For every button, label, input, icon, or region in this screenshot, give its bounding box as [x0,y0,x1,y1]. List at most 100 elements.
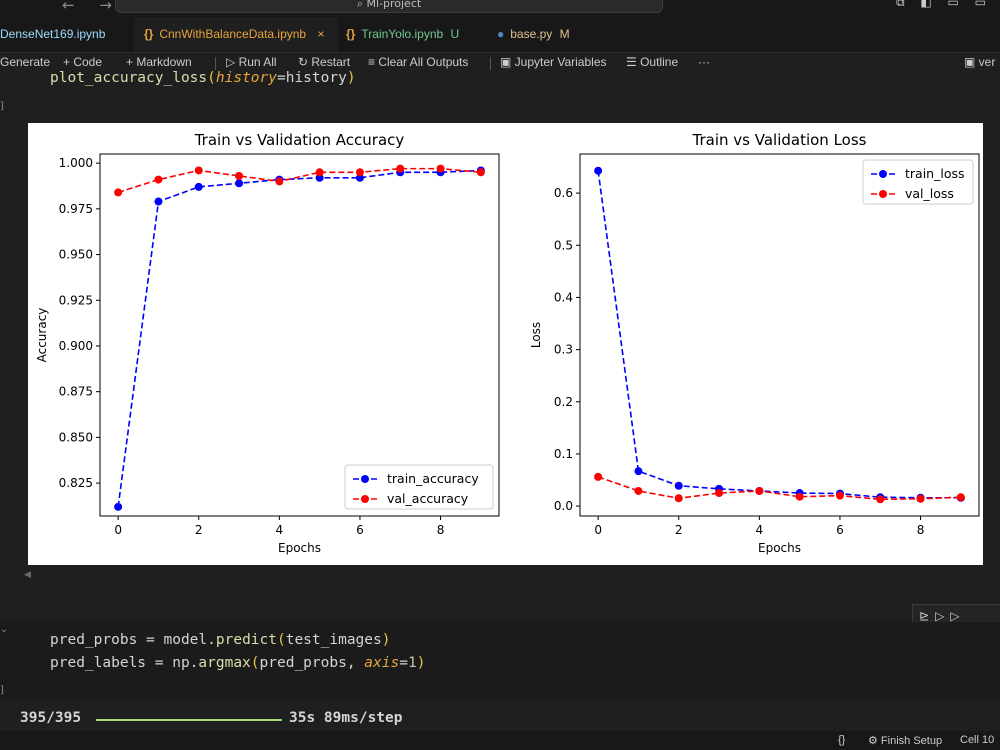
x-tick-label: 4 [756,523,764,537]
add-code-button[interactable]: + Code [63,55,103,69]
data-point-val_loss [876,495,885,504]
data-point-train_loss [594,166,603,175]
data-point-train_accuracy [154,197,163,206]
cell-gutter: ] [0,685,4,696]
editor-tabs: DenseNet169.ipynb {} CnnWithBalanceData.i… [0,17,1000,53]
chart-title: Train vs Validation Accuracy [194,131,405,149]
legend-marker [879,170,887,178]
add-markdown-button[interactable]: + Markdown [126,55,192,69]
legend-label: train_accuracy [387,471,479,486]
data-point-val_accuracy [436,164,445,173]
cell-indicator[interactable]: Cell 10 [960,734,995,746]
jupyter-variables-button[interactable]: ▣ Jupyter Variables [500,55,607,69]
collapse-icon[interactable]: ⌄ [0,624,9,635]
run-all-button[interactable]: ▷ Run All [226,55,277,69]
y-axis-label: Loss [529,322,543,348]
legend-box [344,464,494,510]
copilot-icon: ⚙ [868,735,881,747]
layout-icons[interactable]: ⧉ ◧ ▭ ▭ [895,0,992,9]
scroll-left-icon[interactable]: ◀ [24,570,31,580]
x-tick-label: 0 [114,523,122,537]
param-name: axis [364,655,400,671]
code-text: pred_labels = np. [50,655,199,671]
x-tick-label: 0 [594,523,602,537]
code-text: pred_probs = model. [50,632,216,648]
run-above-icon[interactable]: ⊵ [919,609,936,623]
axes-frame [579,153,980,517]
generate-button[interactable]: Generate [0,55,51,69]
data-point-train_accuracy [355,173,364,182]
data-point-val_loss [594,472,603,481]
code-cell[interactable]: ⌄ ] pred_probs = model.predict(test_imag… [0,622,1000,700]
notebook-icon: {} [346,27,356,41]
run-cell-icon[interactable]: ▷ [935,609,951,623]
code-line: pred_probs = model.predict(test_images) [50,632,390,648]
untracked-badge: U [450,27,460,41]
tab-trainyolo[interactable]: {} TrainYolo.ipynb U [346,17,476,52]
data-point-val_loss [755,486,764,495]
series-line-val_accuracy [117,167,481,194]
close-icon[interactable]: × [317,27,325,41]
y-tick-label: 0.1 [554,447,573,461]
y-tick-label: 0.900 [59,339,93,353]
command-center-search[interactable]: ⌕ Ml-project [115,0,663,13]
tab-label: CnnWithBalanceData.ipynb [159,27,307,41]
finish-setup-label: Finish Setup [880,735,943,747]
run-below-icon[interactable]: ▷ [950,609,966,623]
cell-gutter: ] [0,101,4,112]
data-point-val_loss [956,493,965,502]
restart-button[interactable]: ↻ Restart [298,55,351,69]
x-axis-label: Epochs [278,541,321,555]
more-actions-button[interactable]: ··· [698,55,710,69]
x-axis-label: Epochs [758,541,801,555]
data-point-val_accuracy [114,188,123,197]
paren: ( [250,655,260,671]
code-line: pred_labels = np.argmax(pred_probs, axis… [50,655,426,671]
y-tick-label: 0.0 [554,499,573,513]
tab-label: DenseNet169.ipynb [0,27,106,41]
legend-box [862,159,974,205]
status-bar: {} ⚙ Finish Setup Cell 10 [0,731,1000,750]
x-tick-label: 8 [917,523,925,537]
language-braces-icon[interactable]: {} [838,734,846,746]
legend-label: val_loss [905,186,954,201]
data-point-val_accuracy [154,175,163,184]
outline-button[interactable]: ☰ Outline [626,55,679,69]
y-tick-label: 0.4 [554,290,573,304]
data-point-val_accuracy [396,164,405,173]
tab-densenet169[interactable]: DenseNet169.ipynb [0,17,128,52]
modified-badge: M [559,27,570,41]
clear-outputs-button[interactable]: ≡ Clear All Outputs [368,55,469,69]
kernel-picker[interactable]: ▣ ver [964,55,995,69]
data-point-val_loss [674,494,683,503]
function-name: predict [215,632,277,648]
chart-title: Train vs Validation Loss [692,131,867,149]
finish-setup-button[interactable]: ⚙ Finish Setup [868,734,942,747]
arg-name: pred_probs, [259,655,365,671]
data-point-train_accuracy [235,179,244,188]
legend-label: train_loss [905,166,965,181]
tab-base-py[interactable]: ● base.py M [497,17,617,52]
paren: ( [276,632,286,648]
arg-name: test_images [285,632,382,648]
data-point-val_loss [835,491,844,500]
legend-marker [361,475,369,483]
notebook-icon: {} [144,27,154,41]
x-tick-label: 4 [276,523,284,537]
search-icon: ⌕ [356,0,367,10]
tab-cnnwithbalancedata[interactable]: {} CnnWithBalanceData.ipynb × [134,17,338,52]
number-literal: 1 [407,655,417,671]
legend-label: val_accuracy [387,491,469,506]
progress-bar [96,719,282,721]
python-icon: ● [497,27,505,41]
data-point-val_accuracy [275,177,284,186]
data-point-train_accuracy [114,502,123,511]
arg-name: history [285,70,347,86]
series-line-val_loss [597,476,961,501]
code-line[interactable]: plot_accuracy_loss(history=history) [50,70,356,86]
legend-marker [361,495,369,503]
series-line-train_accuracy [117,169,481,507]
y-tick-label: 1.000 [59,156,93,170]
nav-arrows-icon[interactable]: ← → [62,0,122,14]
data-point-val_loss [634,486,643,495]
